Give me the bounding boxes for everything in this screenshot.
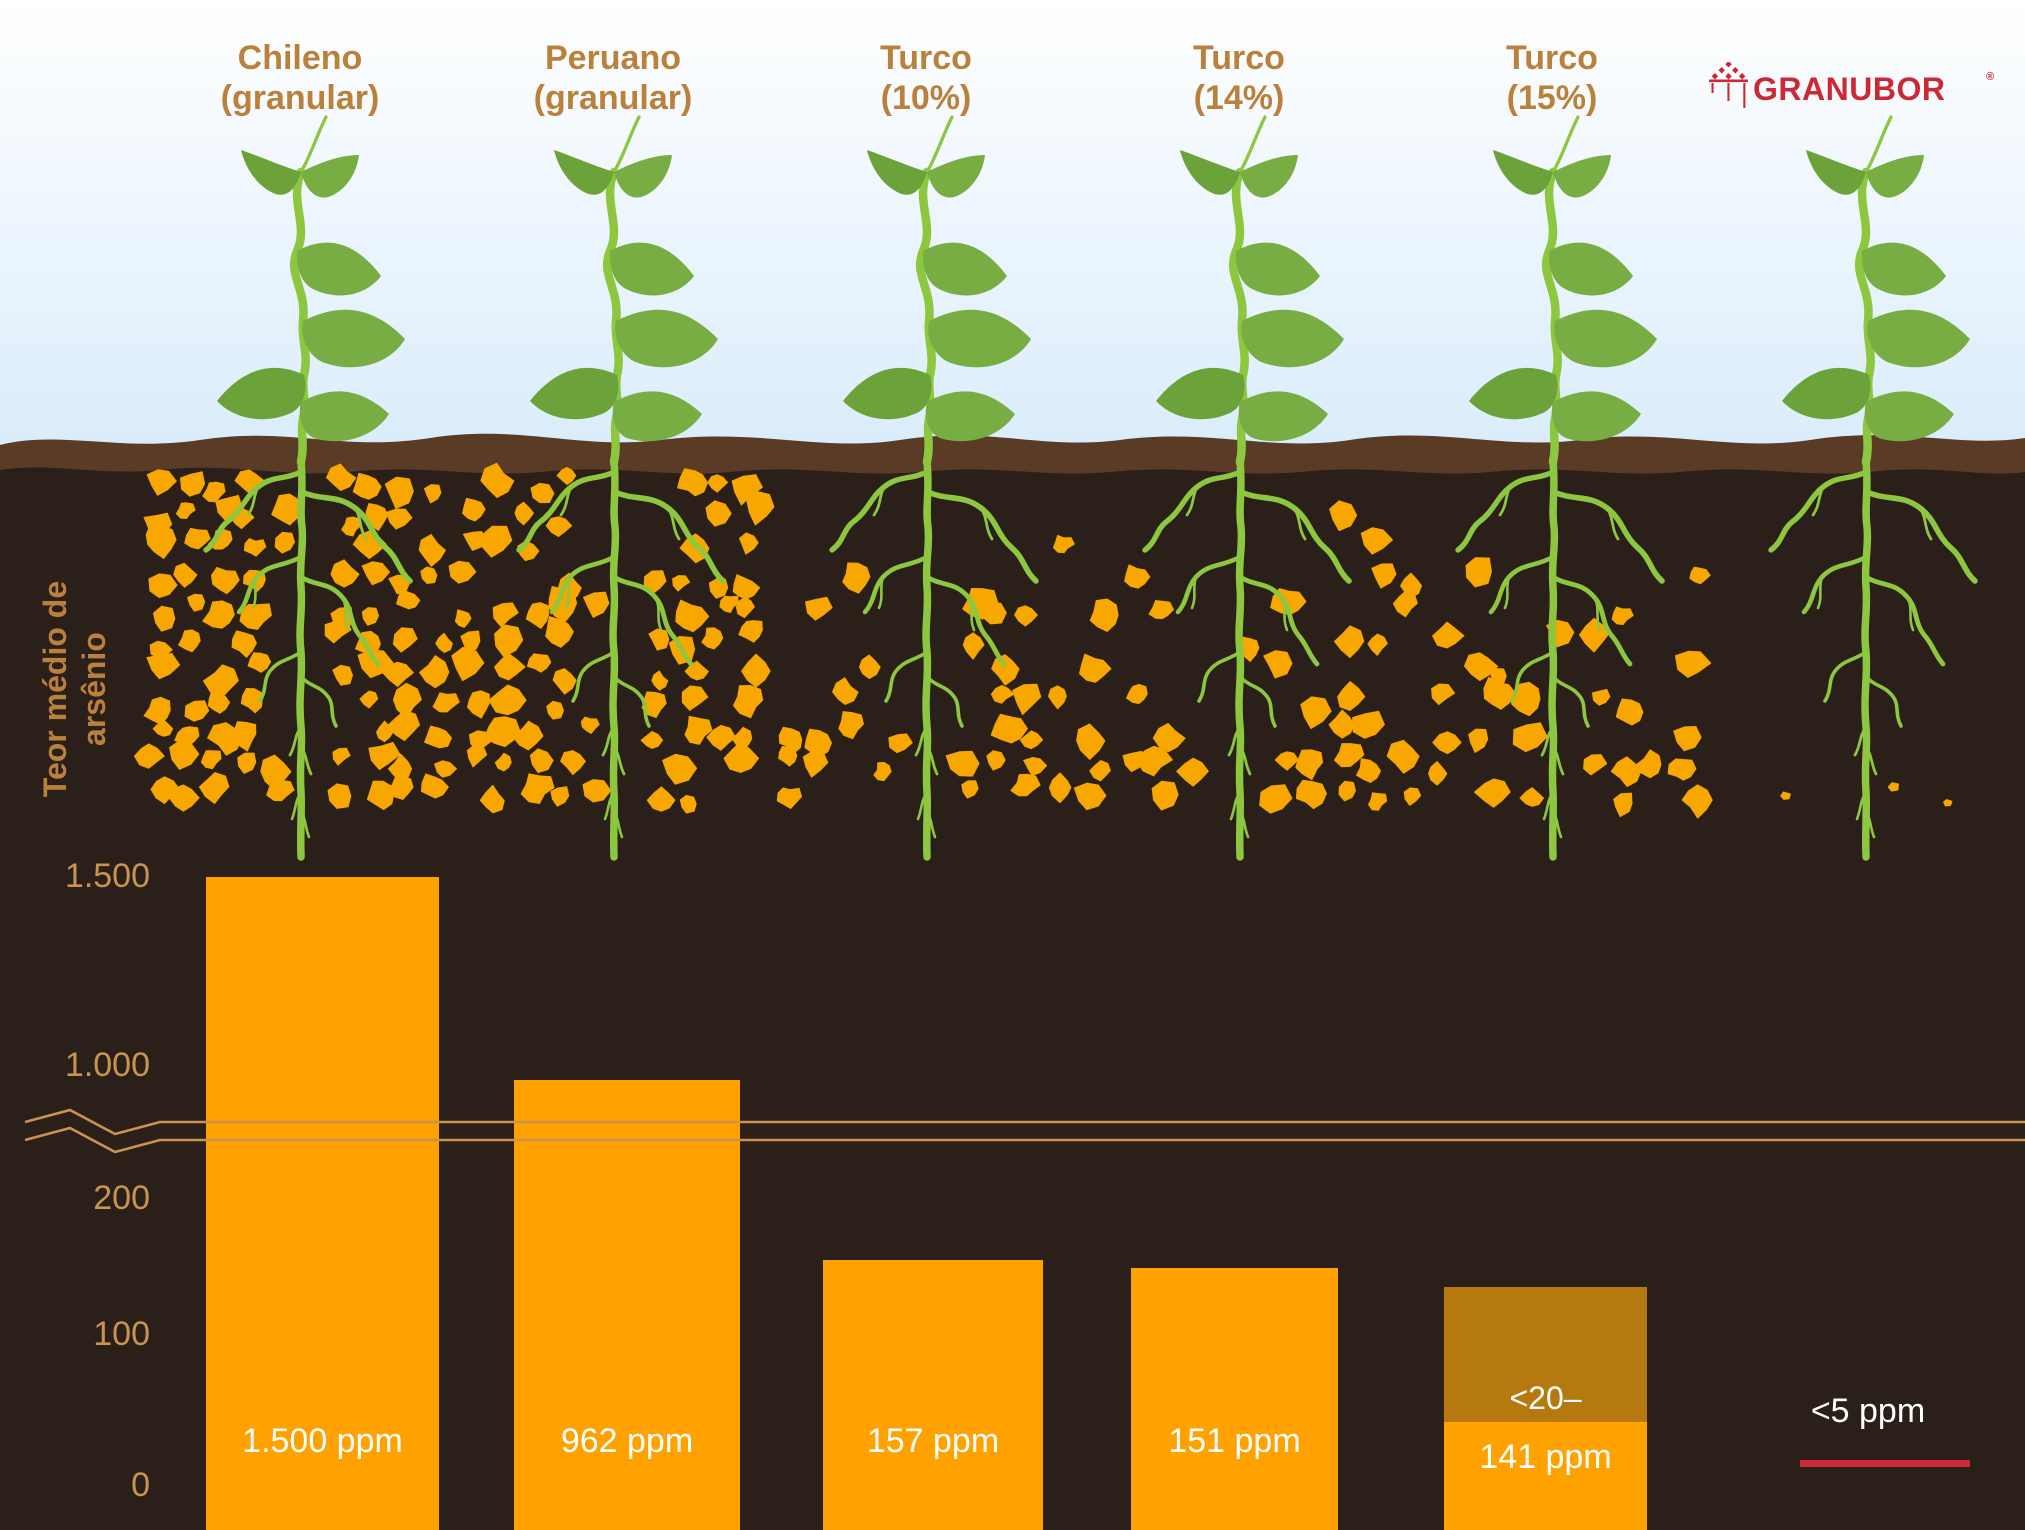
svg-text:GRANUBOR: GRANUBOR <box>1753 71 1945 107</box>
svg-text:®: ® <box>1986 71 1994 83</box>
